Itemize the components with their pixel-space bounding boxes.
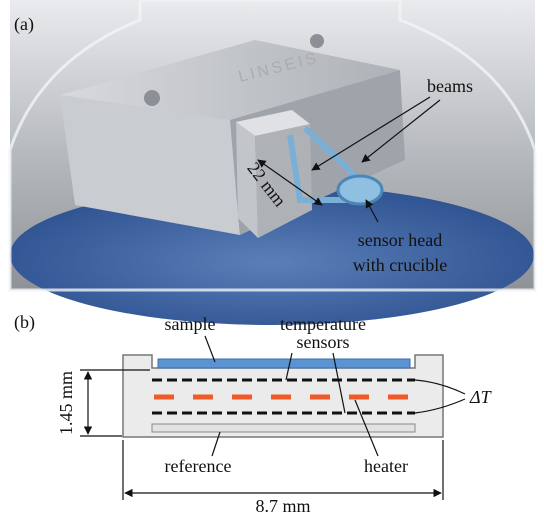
reference — [152, 424, 415, 432]
delta-t-label: ΔT — [469, 387, 493, 407]
sample — [158, 359, 410, 368]
panel-label: (b) — [14, 312, 35, 333]
sensor-head-label: with crucible — [353, 255, 447, 275]
beams-label: beams — [427, 76, 473, 96]
sensors-label: sensors — [297, 332, 350, 352]
photo: LINSEIS — [10, 0, 535, 325]
sensors-label: temperature — [280, 314, 366, 334]
heater-label: heater — [364, 456, 408, 476]
width-label: 8.7 mm — [255, 496, 310, 516]
panel-label: (a) — [14, 14, 34, 35]
figure: LINSEIS (a) beams 22 mm sensor head with… — [0, 0, 544, 517]
sensor-head-label: sensor head — [358, 230, 442, 250]
sample-label: sample — [165, 314, 216, 334]
reference-label: reference — [165, 456, 232, 476]
leader — [205, 336, 215, 362]
height-label: 1.45 mm — [56, 371, 76, 435]
